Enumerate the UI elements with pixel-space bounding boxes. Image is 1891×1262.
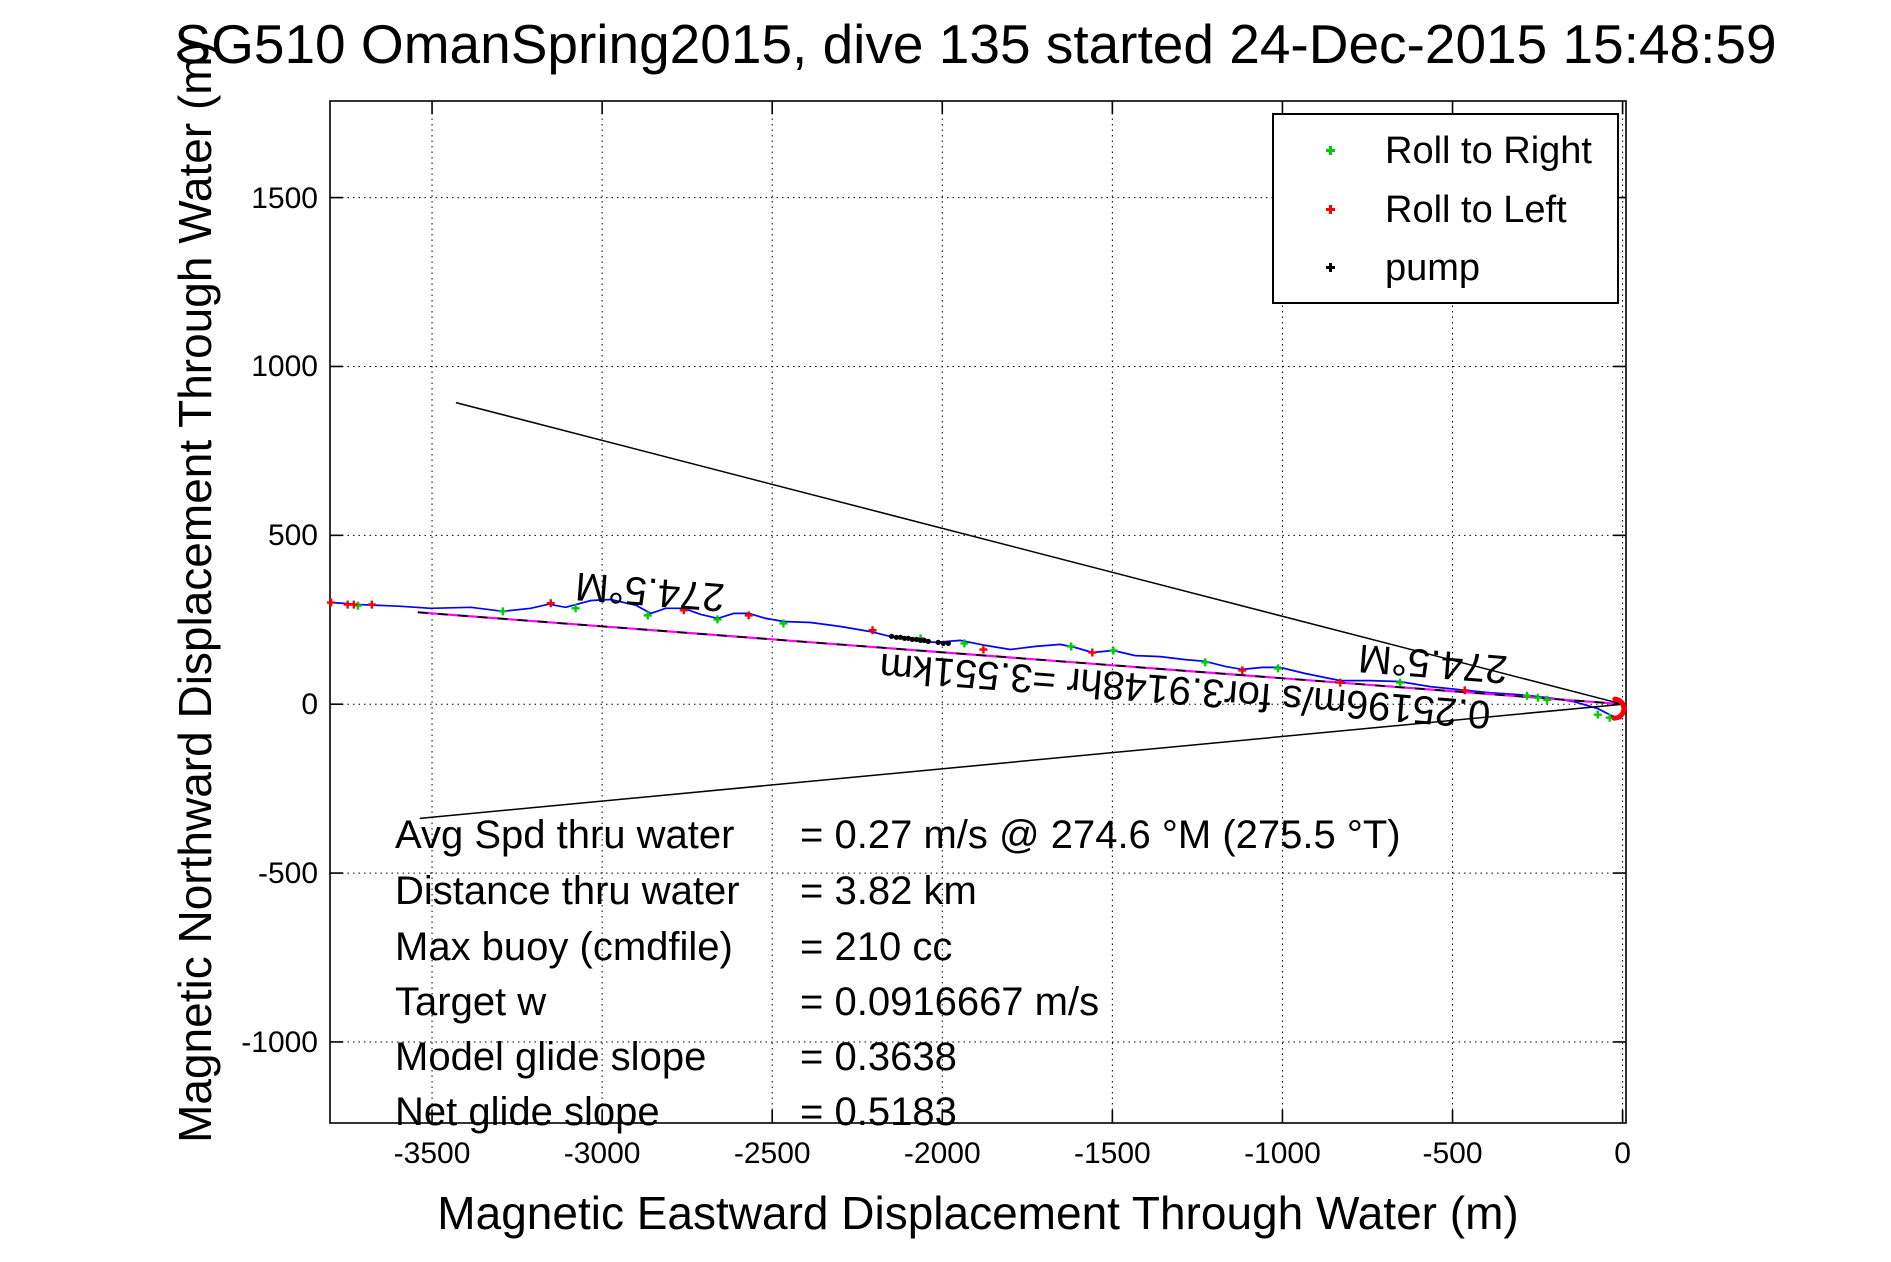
pump-marker-icon <box>1326 263 1335 272</box>
track-through-water-line <box>330 598 1622 720</box>
x-tick-label: -2500 <box>733 1137 811 1170</box>
y-axis-label: Magnetic Northward Displacement Through … <box>169 41 221 1143</box>
origin-loop <box>1611 696 1627 721</box>
stat-label: Model glide slope <box>395 1035 707 1079</box>
x-axis-label: Magnetic Eastward Displacement Through W… <box>437 1187 1519 1239</box>
roll-to-right-marker <box>1201 658 1210 667</box>
roll-to-left-marker <box>979 645 988 654</box>
pump-marker <box>901 635 908 641</box>
pump-marker <box>917 637 924 643</box>
roll-to-left-marker-icon <box>1326 205 1335 214</box>
roll-to-right-marker <box>1523 691 1532 700</box>
stat-label: Avg Spd thru water <box>395 813 735 857</box>
pump-marker <box>921 637 927 643</box>
x-tick-label: -1000 <box>1244 1137 1321 1170</box>
y-tick-label: 1000 <box>251 350 318 384</box>
roll-to-right-marker <box>643 611 652 620</box>
stat-value: = 0.3638 <box>800 1035 957 1079</box>
x-tick-label: -2000 <box>903 1137 981 1170</box>
legend-label: Roll to Right <box>1385 130 1592 172</box>
stat-label: Max buoy (cmdfile) <box>395 925 733 969</box>
x-tick-label: 0 <box>1614 1137 1631 1170</box>
stat-net-glide-slope: Net glide slope = 0.5183 <box>395 1090 957 1135</box>
roll-to-left-marker <box>1238 666 1247 675</box>
roll-to-right-marker <box>1274 664 1283 673</box>
stat-target-w: Target w = 0.0916667 m/s <box>395 980 1099 1025</box>
roll-to-left-marker <box>327 598 336 607</box>
stat-distance: Distance thru water = 3.82 km <box>395 869 977 914</box>
pump-marker <box>940 640 946 647</box>
bearing-cone-upper-line <box>455 401 1623 705</box>
legend-item-roll-left: Roll to Left <box>1274 189 1617 231</box>
stat-value: = 0.0916667 m/s <box>800 980 1100 1024</box>
legend: Roll to Right Roll to Left pump <box>1272 113 1619 304</box>
roll-to-right-marker <box>779 619 788 628</box>
legend-item-roll-right: Roll to Right <box>1274 130 1617 172</box>
roll-to-right-marker <box>1396 678 1405 687</box>
axes-box <box>329 100 1627 1124</box>
roll-to-left-marker <box>546 599 555 608</box>
stat-label: Target w <box>395 980 547 1024</box>
bearing-cone-lower-line <box>419 703 1623 820</box>
stat-value: = 0.5183 <box>800 1090 957 1134</box>
y-tick-label: 500 <box>267 519 318 553</box>
x-tick-label: -3000 <box>563 1137 641 1170</box>
roll-to-right-marker <box>498 607 507 616</box>
pump-marker <box>893 634 899 640</box>
roll-to-left-marker <box>868 626 877 635</box>
pump-marker <box>913 636 920 642</box>
y-tick-label: 0 <box>301 688 318 722</box>
net-course-line-dash-overlay <box>417 611 1623 706</box>
stat-model-glide-slope: Model glide slope = 0.3638 <box>395 1035 957 1080</box>
stat-label: Net glide slope <box>395 1090 660 1134</box>
roll-to-left-marker <box>1088 648 1097 657</box>
stat-value: = 0.27 m/s @ 274.6 °M (275.5 °T) <box>800 813 1401 857</box>
x-tick-label: -500 <box>1422 1137 1483 1170</box>
roll-to-left-marker <box>367 600 376 609</box>
roll-to-left-marker <box>744 611 753 620</box>
roll-to-right-marker <box>1543 695 1552 704</box>
figure-title: SG510 OmanSpring2015, dive 135 started 2… <box>174 13 1777 75</box>
roll-to-right-marker <box>1593 710 1602 719</box>
roll-to-left-marker <box>1336 678 1345 687</box>
y-tick-label: -500 <box>257 857 318 891</box>
pump-marker <box>945 640 952 647</box>
pump-marker <box>889 633 895 639</box>
roll-to-right-marker <box>713 615 722 624</box>
roll-to-right-marker <box>571 604 580 613</box>
legend-label: Roll to Left <box>1385 189 1567 231</box>
pump-marker <box>909 636 915 642</box>
roll-to-left-marker <box>349 600 358 609</box>
x-tick-label: -1500 <box>1073 1137 1151 1170</box>
roll-to-right-marker <box>960 639 969 648</box>
roll-to-right-marker <box>1067 642 1076 651</box>
x-tick-label: -3500 <box>393 1137 471 1170</box>
stat-value: = 210 cc <box>800 925 953 969</box>
roll-to-right-marker <box>1109 646 1118 655</box>
stat-avg-speed: Avg Spd thru water = 0.27 m/s @ 274.6 °M … <box>395 813 1401 858</box>
roll-to-right-marker <box>1533 693 1542 702</box>
pump-marker <box>897 634 904 640</box>
roll-to-right-marker-icon <box>1326 146 1335 155</box>
legend-label: pump <box>1385 247 1481 289</box>
stat-value: = 3.82 km <box>800 869 977 913</box>
stat-label: Distance thru water <box>395 869 740 913</box>
pump-marker <box>905 635 911 641</box>
legend-item-pump: pump <box>1274 247 1617 289</box>
pump-marker <box>935 639 941 645</box>
roll-to-left-marker <box>679 606 688 615</box>
pump-marker <box>925 638 931 644</box>
y-tick-label: -1000 <box>241 1025 318 1059</box>
stat-max-buoy: Max buoy (cmdfile) = 210 cc <box>395 925 952 970</box>
y-tick-label: 1500 <box>251 181 318 215</box>
roll-to-left-marker <box>1460 686 1469 695</box>
